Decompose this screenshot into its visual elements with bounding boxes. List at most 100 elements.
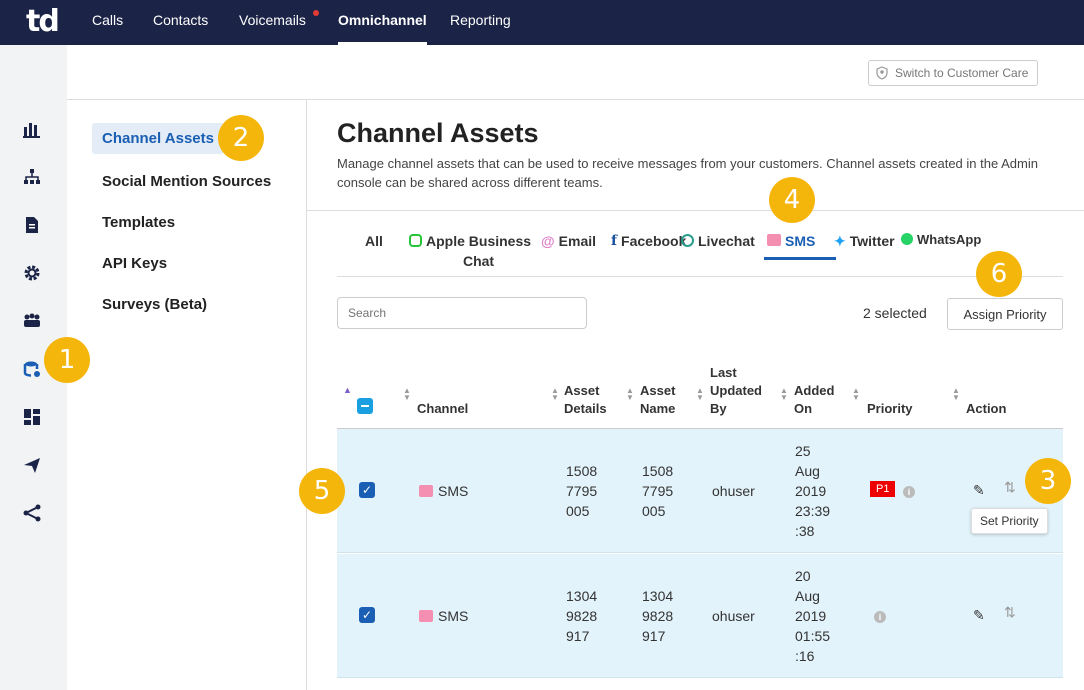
info-icon[interactable]: i	[874, 611, 886, 623]
th-last-updated-by: Last Updated By	[710, 364, 762, 418]
sort-asset-name-icon[interactable]: ▲ ▼	[626, 386, 634, 402]
org-chart-icon[interactable]	[22, 167, 42, 187]
leftnav-surveys[interactable]: Surveys (Beta)	[102, 296, 208, 313]
sms-icon	[419, 485, 433, 497]
table-row[interactable]: ✓ SMS 1508 7795 005 1508 7795 005 ohuser 25 A…	[337, 429, 1063, 553]
twitter-icon: ✦	[834, 233, 846, 249]
nav-voicemails[interactable]: Voicemails	[239, 12, 306, 28]
annotation-badge-4: 4	[769, 177, 815, 223]
set-priority-tooltip: Set Priority	[971, 508, 1048, 534]
tab-twitter-label: Twitter	[849, 233, 895, 249]
th-priority: Priority	[867, 401, 913, 416]
cell-asset-details-line2: 9828	[566, 608, 598, 624]
cell-added-on-line3: 2019	[795, 483, 827, 499]
switch-customer-care-button[interactable]: Switch to Customer Care	[868, 60, 1038, 86]
annotation-badge-3: 3	[1025, 458, 1071, 504]
leftnav-channel-assets[interactable]: Channel Assets	[92, 123, 224, 154]
send-icon[interactable]	[22, 455, 42, 475]
dashboard-icon[interactable]	[22, 407, 42, 427]
tab-sms[interactable]: SMS	[767, 233, 815, 249]
apple-business-chat-icon	[409, 234, 422, 247]
cell-added-on-line3: 2019	[795, 608, 827, 624]
nav-reporting[interactable]: Reporting	[450, 12, 511, 28]
select-all-checkbox[interactable]	[357, 398, 373, 414]
tab-livechat-label: Livechat	[698, 233, 755, 249]
cell-asset-details: 1304 9828 917	[566, 586, 597, 646]
sort-asset-details-icon[interactable]: ▲ ▼	[551, 386, 559, 402]
assign-priority-button[interactable]: Assign Priority	[947, 298, 1063, 330]
cell-asset-name-line1: 1304	[642, 588, 674, 604]
cell-added-on-line5: :38	[795, 523, 815, 539]
search-input[interactable]	[337, 297, 587, 329]
tab-all-label: All	[365, 233, 383, 249]
leftnav-social-mention-sources[interactable]: Social Mention Sources	[102, 173, 272, 190]
cell-added-on: 20 Aug 2019 01:55:16	[795, 566, 830, 666]
cell-updated-by: ohuser	[712, 483, 755, 499]
leftnav-api-keys[interactable]: API Keys	[102, 255, 168, 272]
sort-added-on-icon[interactable]: ▲ ▼	[780, 386, 788, 402]
whatsapp-icon	[901, 233, 913, 245]
th-asset-details-line2: Details	[564, 401, 607, 416]
annotation-badge-2: 2	[218, 115, 264, 161]
top-nav: td Calls Contacts Voicemails Omnichannel…	[0, 0, 1084, 45]
th-added-on-line2: On	[794, 401, 813, 416]
th-added-on: Added On	[794, 382, 834, 418]
nav-calls[interactable]: Calls	[92, 12, 124, 28]
switch-label: Switch to Customer Care	[895, 66, 1029, 80]
database-settings-icon[interactable]	[22, 359, 42, 379]
facebook-icon: f	[611, 233, 618, 249]
annotation-badge-6: 6	[976, 251, 1022, 297]
nav-omnichannel[interactable]: Omnichannel	[338, 12, 427, 45]
cell-asset-name-line2: 9828	[642, 608, 674, 624]
cell-asset-name: 1304 9828 917	[642, 586, 673, 646]
tab-email[interactable]: @ Email	[541, 233, 596, 249]
tab-whatsapp[interactable]: WhatsApp	[901, 232, 981, 247]
team-icon[interactable]	[22, 311, 42, 331]
cell-asset-details-line2: 7795	[566, 483, 598, 499]
tab-facebook[interactable]: f Facebook	[611, 233, 686, 249]
tab-all[interactable]: All	[365, 233, 383, 249]
cell-updated-by: ohuser	[712, 608, 755, 624]
sort-last-updated-icon[interactable]: ▲ ▼	[696, 386, 704, 402]
info-icon[interactable]: i	[903, 486, 915, 498]
set-priority-icon[interactable]: ⇅	[1004, 604, 1016, 620]
cell-asset-details-line3: 917	[566, 628, 590, 644]
sort-channel-icon[interactable]: ▲ ▼	[403, 386, 411, 402]
cell-added-on-line1: 25	[795, 443, 811, 459]
gear-icon[interactable]	[22, 263, 42, 283]
cell-asset-name-line2: 7795	[642, 483, 674, 499]
sort-action-icon[interactable]: ▲ ▼	[952, 386, 960, 402]
document-icon[interactable]	[22, 215, 42, 235]
th-added-on-line1: Added	[794, 383, 835, 398]
cell-channel: SMS	[438, 483, 469, 499]
cell-asset-details-line3: 005	[566, 503, 590, 519]
chart-icon[interactable]	[22, 119, 42, 139]
page-description: Manage channel assets that can be used t…	[337, 156, 1038, 190]
table-row[interactable]: ✓ SMS 1304 9828 917 1304 9828 917 ohuser 20 A…	[337, 554, 1063, 678]
sort-priority-icon[interactable]: ▲ ▼	[852, 386, 860, 402]
cell-added-on-line5: :16	[795, 648, 815, 664]
sort-asc-icon[interactable]: ▲	[343, 385, 352, 395]
tab-twitter[interactable]: ✦ Twitter	[834, 233, 895, 250]
set-priority-icon[interactable]: ⇅	[1004, 479, 1016, 495]
tab-livechat[interactable]: Livechat	[681, 233, 755, 249]
row-checkbox[interactable]: ✓	[359, 607, 375, 623]
tab-apple-business-chat[interactable]: Apple Business Chat	[409, 233, 531, 271]
tab-apple-label: Apple Business Chat	[426, 231, 531, 271]
edit-icon[interactable]: ✎	[973, 482, 985, 498]
edit-icon[interactable]: ✎	[973, 607, 985, 623]
nav-contacts[interactable]: Contacts	[153, 12, 209, 28]
th-asset-name-line2: Name	[640, 401, 676, 416]
th-asset-name-line1: Asset	[640, 383, 676, 398]
row-checkbox[interactable]: ✓	[359, 482, 375, 498]
tab-sms-label: SMS	[785, 233, 816, 249]
tab-facebook-label: Facebook	[621, 233, 687, 249]
share-icon[interactable]	[22, 503, 42, 523]
cell-channel: SMS	[438, 608, 469, 624]
annotation-badge-1: 1	[44, 337, 90, 383]
leftnav-templates[interactable]: Templates	[102, 214, 176, 231]
tab-whatsapp-label: WhatsApp	[917, 232, 982, 247]
cell-added-on-line1: 20	[795, 568, 811, 584]
cell-asset-details-line1: 1508	[566, 463, 598, 479]
app-logo[interactable]: td	[26, 4, 60, 39]
